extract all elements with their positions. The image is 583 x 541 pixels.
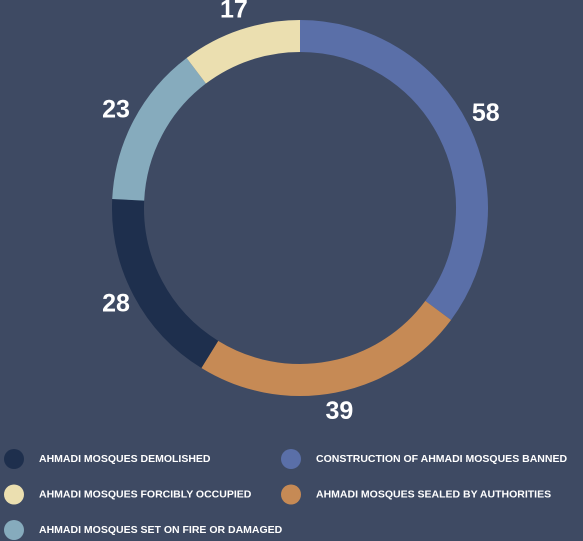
legend-label: AHMADI MOSQUES SEALED BY AUTHORITIES xyxy=(316,488,551,500)
value-label: 23 xyxy=(102,96,130,124)
legend-marker xyxy=(281,449,301,469)
legend-marker xyxy=(4,484,24,505)
donut-slice xyxy=(201,300,452,396)
value-label: 39 xyxy=(325,397,353,425)
legend-label: CONSTRUCTION OF AHMADI MOSQUES BANNED xyxy=(316,453,567,465)
legend-label: AHMADI MOSQUES DEMOLISHED xyxy=(39,453,211,465)
donut-slice xyxy=(186,20,301,84)
legend-label: AHMADI MOSQUES SET ON FIRE OR DAMAGED xyxy=(39,524,283,536)
donut-slice xyxy=(112,199,219,369)
legend-label: AHMADI MOSQUES FORCIBLY OCCUPIED xyxy=(39,488,252,500)
legend-marker xyxy=(4,449,24,469)
legend-marker xyxy=(281,484,301,505)
value-label: 28 xyxy=(102,290,130,318)
value-label: 58 xyxy=(472,99,500,127)
value-label: 17 xyxy=(220,0,248,23)
legend-marker xyxy=(4,520,24,540)
donut-slice xyxy=(112,58,207,201)
donut-slice xyxy=(299,20,488,320)
